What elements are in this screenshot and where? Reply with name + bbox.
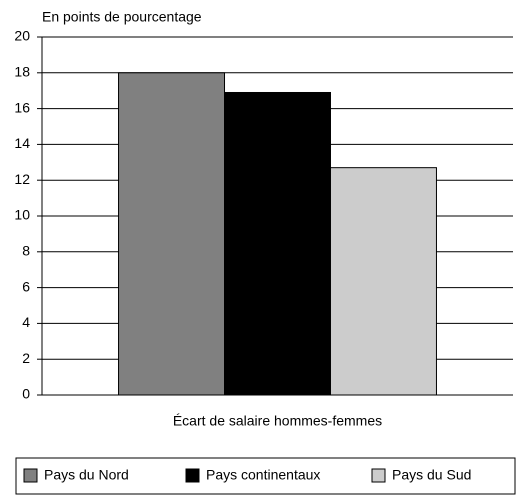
bar: [118, 72, 226, 396]
y-tick-label: 14: [14, 135, 30, 151]
y-axis-label: En points de pourcentage: [42, 9, 202, 25]
y-tick-label: 6: [22, 278, 30, 294]
legend-swatch: [185, 468, 200, 483]
bar: [224, 91, 331, 396]
y-tick-label: 20: [14, 28, 30, 44]
legend-label: Pays du Sud: [392, 467, 471, 483]
y-tick-label: 18: [14, 64, 30, 80]
y-tick-label: 8: [22, 243, 30, 259]
legend-label: Pays du Nord: [44, 467, 129, 483]
legend-label: Pays continentaux: [206, 467, 320, 483]
bar: [329, 167, 437, 396]
legend-swatch: [23, 468, 38, 483]
x-tick-label: Écart de salaire hommes-femmes: [173, 413, 382, 429]
y-tick-label: 4: [22, 314, 30, 330]
y-tick-label: 2: [22, 350, 30, 366]
legend-box: [15, 457, 516, 495]
y-tick-label: 10: [14, 207, 30, 223]
legend-swatch: [371, 468, 386, 483]
y-tick-label: 12: [14, 171, 30, 187]
y-tick-label: 0: [22, 386, 30, 402]
y-tick-label: 16: [14, 99, 30, 115]
